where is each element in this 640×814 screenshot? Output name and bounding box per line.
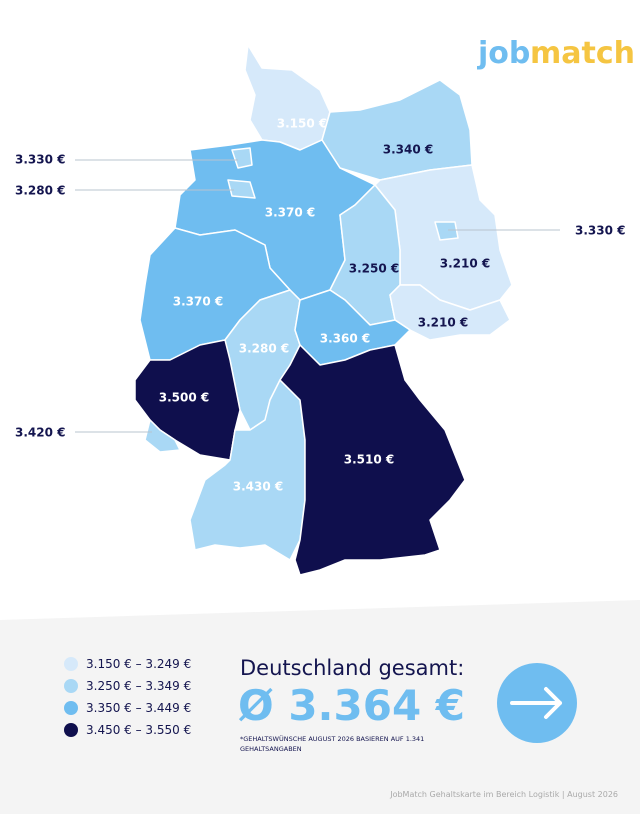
summary-title: Deutschland gesamt: — [240, 656, 464, 680]
region-label: 3.500 € — [159, 391, 209, 405]
region-label: 3.370 € — [173, 295, 223, 309]
region-label: 3.420 € — [15, 426, 65, 440]
region — [231, 147, 253, 169]
region — [434, 221, 459, 241]
region — [279, 344, 466, 576]
region-label: 3.210 € — [418, 316, 468, 330]
legend-label: 3.150 € – 3.249 € — [86, 657, 191, 671]
arrow-icon — [510, 687, 562, 719]
region-label: 3.330 € — [15, 153, 65, 167]
summary-value: Ø 3.364 € — [238, 681, 465, 730]
region — [144, 419, 181, 453]
region-label: 3.250 € — [349, 262, 399, 276]
region-label: 3.330 € — [575, 224, 625, 238]
legend-label: 3.250 € – 3.349 € — [86, 679, 191, 693]
region-label: 3.370 € — [265, 206, 315, 220]
legend-swatch — [64, 657, 78, 671]
region-label: 3.280 € — [239, 342, 289, 356]
region — [244, 44, 331, 151]
footnote: GEHALTSANGABEN — [240, 745, 302, 753]
map — [134, 44, 513, 576]
region-labels: 3.150 € 3.340 € 3.330 € 3.280 € 3.370 € … — [15, 117, 625, 494]
logo-match: match — [530, 36, 635, 71]
legend: 3.150 € – 3.249 € 3.250 € – 3.349 € 3.35… — [64, 657, 191, 737]
legend-label: 3.350 € – 3.449 € — [86, 701, 191, 715]
legend-swatch — [64, 679, 78, 693]
arrow-button[interactable] — [497, 663, 577, 743]
region — [189, 379, 306, 561]
logo-job: job — [477, 36, 530, 71]
legend-label: 3.450 € – 3.550 € — [86, 723, 191, 737]
region-label: 3.360 € — [320, 332, 370, 346]
region-label: 3.340 € — [383, 143, 433, 157]
region-label: 3.510 € — [344, 453, 394, 467]
footnote: *GEHALTSWÜNSCHE AUGUST 2026 BASIEREN AUF… — [240, 734, 424, 743]
region-label: 3.280 € — [15, 184, 65, 198]
logo: job match — [477, 36, 635, 71]
footer: JobMatch Gehaltskarte im Bereich Logisti… — [389, 790, 618, 799]
region-label: 3.150 € — [277, 117, 327, 131]
bottom-panel — [0, 600, 640, 814]
region-label: 3.210 € — [440, 257, 490, 271]
legend-swatch — [64, 701, 78, 715]
region — [227, 179, 256, 199]
legend-swatch — [64, 723, 78, 737]
region-label: 3.430 € — [233, 480, 283, 494]
leaders — [75, 159, 560, 433]
region — [321, 79, 473, 181]
